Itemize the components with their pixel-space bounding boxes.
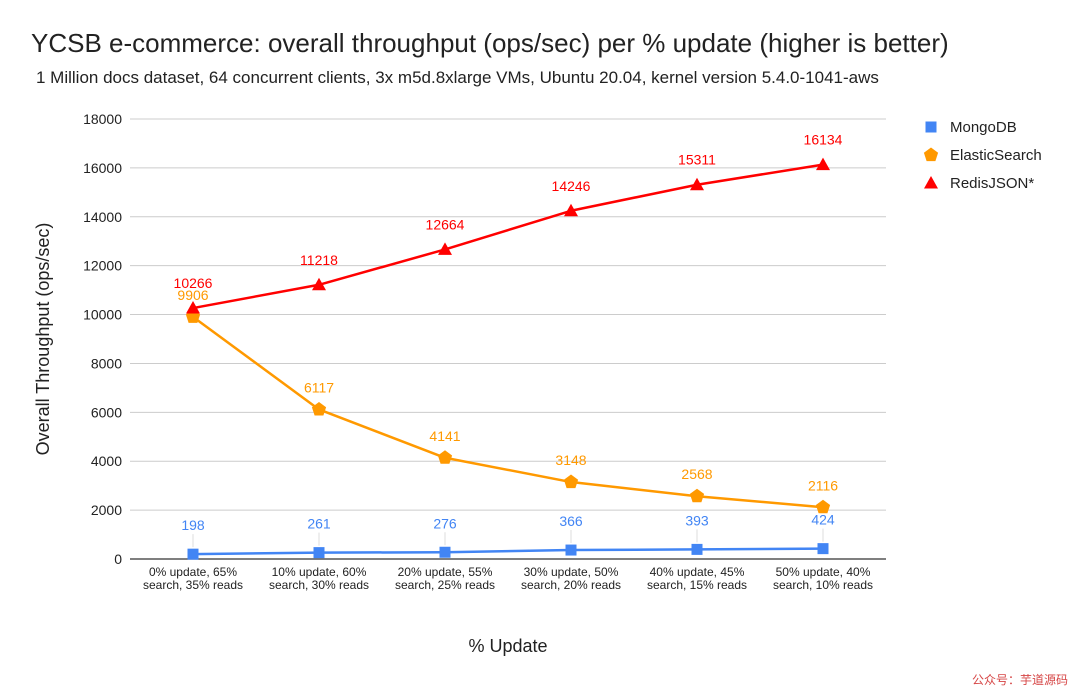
y-tick-label: 16000 — [83, 160, 122, 176]
x-tick-label: 30% update, 50% — [524, 565, 619, 579]
x-tick-label: 20% update, 55% — [398, 565, 493, 579]
legend: MongoDB ElasticSearch RedisJSON* — [923, 119, 1042, 192]
chart-subtitle: 1 Million docs dataset, 64 concurrent cl… — [36, 68, 879, 87]
data-point-mongodb — [691, 543, 703, 555]
x-tick-label: 0% update, 65% — [149, 565, 237, 579]
data-label-mongodb: 261 — [307, 516, 331, 532]
x-tick-label: 40% update, 45% — [650, 565, 745, 579]
legend-marker-elasticsearch — [923, 147, 939, 162]
y-tick-label: 14000 — [83, 209, 122, 225]
x-axis-title: % Update — [468, 636, 547, 656]
data-label-elasticsearch: 3148 — [555, 452, 586, 468]
x-tick-label: search, 30% reads — [269, 578, 369, 592]
data-point-mongodb — [565, 544, 577, 556]
x-tick-label: search, 25% reads — [395, 578, 495, 592]
y-tick-label: 10000 — [83, 307, 122, 323]
data-point-redisjson — [186, 301, 200, 314]
series-mongodb: 198 261 276 366 393 424 — [181, 512, 835, 560]
data-label-redisjson: 12664 — [426, 216, 465, 232]
data-point-redisjson — [438, 242, 452, 255]
chart-title: YCSB e-commerce: overall throughput (ops… — [31, 28, 949, 58]
y-tick-label: 12000 — [83, 258, 122, 274]
legend-marker-mongodb — [925, 121, 937, 133]
watermark: 公众号：芋道源码 — [971, 673, 1068, 687]
data-label-elasticsearch: 4141 — [429, 428, 460, 444]
x-tick-label: 10% update, 60% — [272, 565, 367, 579]
y-tick-label: 18000 — [83, 111, 122, 127]
data-point-elasticsearch — [437, 450, 453, 464]
data-point-redisjson — [312, 277, 326, 291]
series-line-redisjson — [192, 163, 824, 310]
legend-label-redisjson: RedisJSON* — [950, 175, 1034, 192]
data-label-redisjson: 16134 — [804, 132, 843, 148]
data-label-mongodb: 276 — [433, 515, 457, 531]
y-axis-title: Overall Throughput (ops/sec) — [33, 223, 53, 456]
data-point-elasticsearch — [311, 402, 327, 416]
data-label-redisjson: 10266 — [174, 275, 213, 291]
data-point-mongodb — [187, 548, 199, 560]
y-tick-label: 8000 — [91, 355, 122, 371]
x-axis-ticks: 0% update, 65%search, 35% reads 10% updat… — [143, 565, 873, 592]
data-label-elasticsearch: 9906 — [177, 287, 208, 303]
data-point-elasticsearch — [689, 488, 705, 503]
y-axis-ticks: 0 2000 4000 6000 8000 10000 12000 14000 16000 180… — [83, 111, 122, 567]
y-tick-label: 4000 — [91, 453, 122, 469]
data-label-mongodb: 198 — [181, 517, 205, 533]
data-label-elasticsearch: 2568 — [681, 466, 712, 482]
x-tick-label: 50% update, 40% — [776, 565, 871, 579]
y-tick-label: 2000 — [91, 502, 122, 518]
data-point-mongodb — [313, 547, 325, 559]
series-elasticsearch: 9906 6117 4141 3148 2568 2116 — [177, 287, 838, 514]
series-line-mongodb — [192, 547, 824, 556]
data-point-redisjson — [564, 203, 578, 217]
data-point-elasticsearch — [563, 474, 579, 489]
data-point-elasticsearch — [815, 499, 831, 514]
legend-label-mongodb: MongoDB — [950, 119, 1017, 136]
data-point-redisjson — [816, 157, 830, 171]
y-tick-label: 0 — [114, 551, 122, 567]
x-tick-label: search, 15% reads — [647, 578, 747, 592]
data-label-elasticsearch: 6117 — [304, 379, 334, 395]
data-point-redisjson — [690, 177, 704, 191]
data-label-redisjson: 14246 — [552, 178, 591, 194]
data-point-mongodb — [817, 543, 829, 555]
data-label-redisjson: 15311 — [678, 152, 716, 168]
data-label-mongodb: 393 — [685, 512, 709, 528]
data-label-mongodb: 366 — [559, 513, 583, 529]
data-label-redisjson: 11218 — [300, 252, 338, 268]
data-point-mongodb — [439, 546, 451, 558]
data-label-elasticsearch: 2116 — [808, 477, 838, 493]
y-tick-label: 6000 — [91, 404, 122, 420]
gridlines — [130, 118, 886, 560]
x-tick-label: search, 35% reads — [143, 578, 243, 592]
legend-label-elasticsearch: ElasticSearch — [950, 147, 1042, 164]
x-tick-label: search, 10% reads — [773, 578, 873, 592]
x-tick-label: search, 20% reads — [521, 578, 621, 592]
series-redisjson: 10266 11218 12664 14246 15311 16134 — [174, 132, 843, 314]
legend-marker-redisjson — [924, 176, 938, 189]
data-label-mongodb: 424 — [811, 512, 835, 528]
series-line-elasticsearch — [192, 315, 824, 509]
